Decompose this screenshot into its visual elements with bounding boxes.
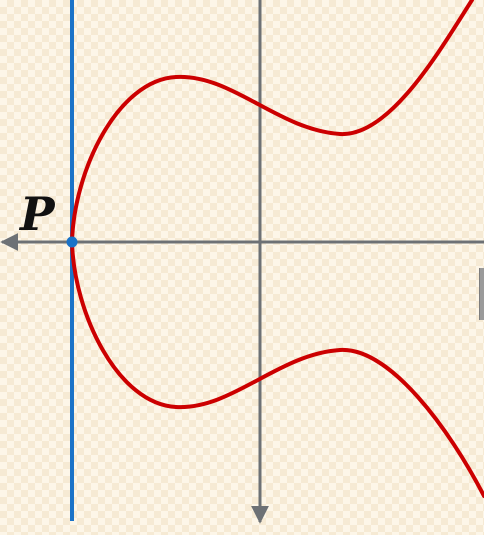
- elliptic-curve-lower-branch: [70, 240, 484, 498]
- point-p-marker: [66, 236, 78, 248]
- point-p-label: P: [18, 187, 56, 241]
- scrollbar-handle[interactable]: [479, 268, 484, 320]
- elliptic-curve-upper-branch: [70, 0, 474, 244]
